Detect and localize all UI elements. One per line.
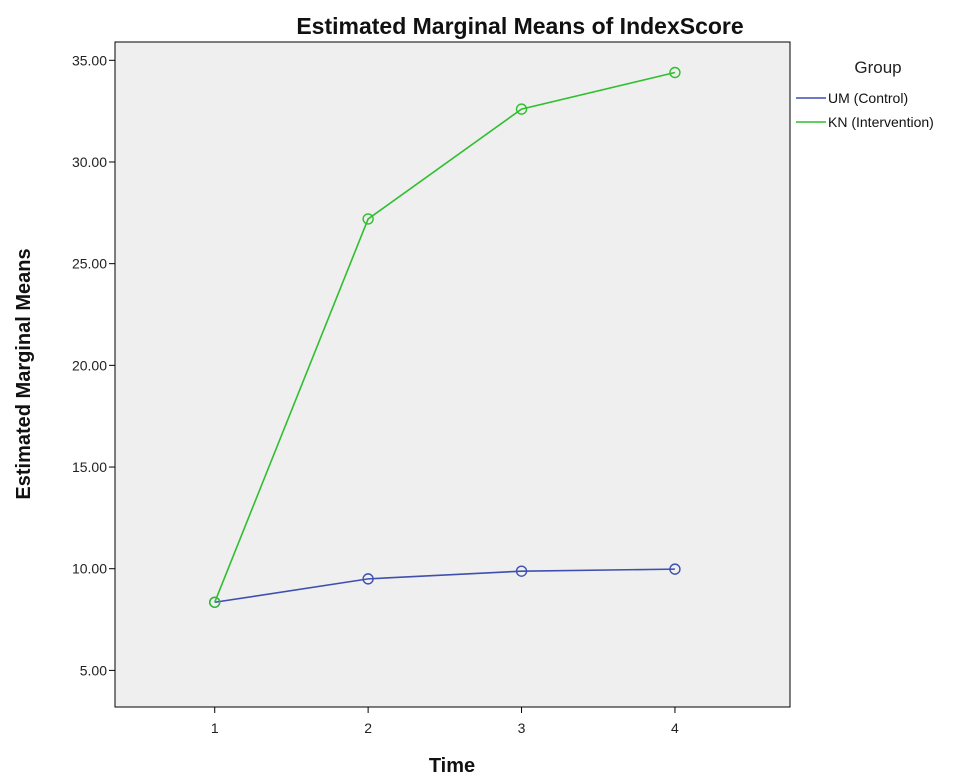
y-tick-label: 20.00 (72, 357, 107, 373)
x-tick-label: 1 (211, 720, 219, 736)
data-point (362, 573, 374, 585)
x-axis-title: Time (429, 755, 475, 777)
series-line (213, 71, 676, 603)
x-tick-label: 2 (364, 720, 372, 736)
x-tick-label: 4 (671, 720, 679, 736)
chart-title: Estimated Marginal Means of IndexScore (296, 13, 743, 39)
y-tick-label: 35.00 (72, 52, 107, 68)
data-point (209, 596, 221, 608)
legend-items: UM (Control) KN (Intervention) (796, 90, 934, 130)
legend: Group UM (Control) KN (Intervention) (796, 58, 934, 130)
series-line (214, 568, 675, 604)
x-tick-label: 3 (518, 720, 526, 736)
y-tick-label: 25.00 (72, 256, 107, 272)
plot-area (114, 41, 791, 708)
legend-label: KN (Intervention) (828, 114, 934, 130)
y-axis-title: Estimated Marginal Means (13, 248, 35, 499)
data-point (669, 563, 681, 575)
y-tick-label: 30.00 (72, 154, 107, 170)
legend-label: UM (Control) (828, 90, 908, 106)
data-point (515, 103, 528, 115)
y-axis-ticks: 5.00 10.00 15.00 20.00 25.00 30.00 35.00 (72, 52, 115, 678)
series-layer (209, 66, 681, 608)
legend-title: Group (854, 58, 901, 77)
data-point (515, 565, 528, 577)
y-tick-label: 5.00 (80, 662, 107, 678)
data-point (669, 66, 681, 79)
y-tick-label: 10.00 (72, 561, 107, 577)
y-tick-label: 15.00 (72, 459, 107, 475)
x-axis-ticks: 1 2 3 4 (211, 707, 679, 736)
data-point (362, 213, 374, 225)
